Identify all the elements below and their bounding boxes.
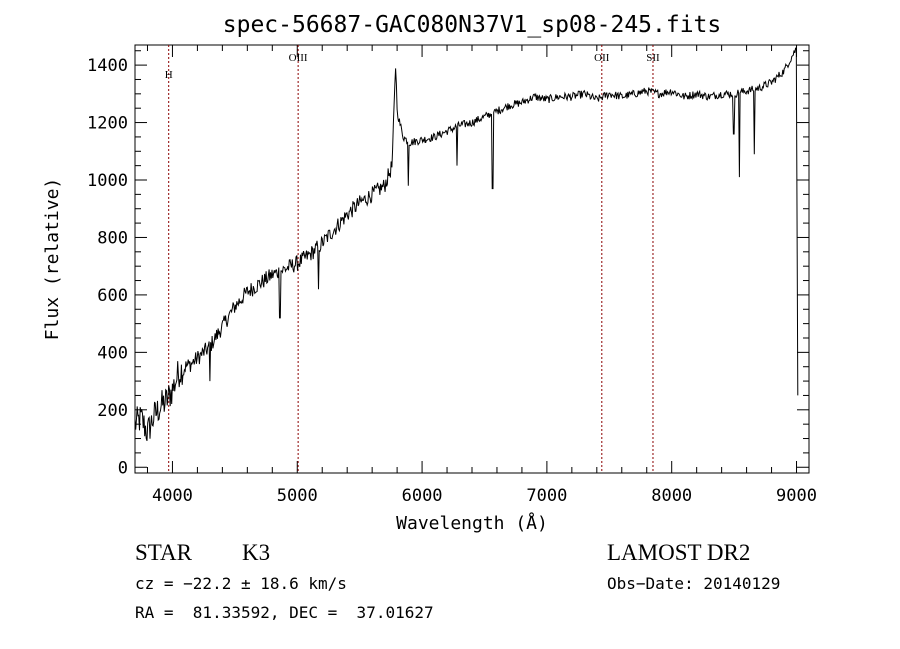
line-marker-label: OII: [594, 52, 610, 64]
spectrum-line: [134, 46, 799, 441]
axes: 4000 5000 6000 7000 8000 9000 0 200 400 600 800 100…: [87, 45, 817, 506]
y-tick-label: 1200: [87, 114, 128, 134]
coordinates: RA = 81.33592, DEC = 37.01627: [135, 603, 434, 622]
x-tick-label: 5000: [277, 486, 318, 506]
spectrum: [134, 46, 799, 441]
y-tick-label: 200: [97, 401, 128, 421]
line-markers: H OIII OII SII: [165, 45, 660, 473]
y-tick-label: 400: [97, 343, 128, 363]
observation-date: Obs−Date: 20140129: [607, 574, 781, 593]
y-tick-label: 1000: [87, 171, 128, 191]
line-marker-label: SII: [646, 52, 660, 64]
object-class: STAR: [135, 540, 192, 565]
y-axis-label: Flux (relative): [42, 178, 63, 341]
y-tick-label: 800: [97, 228, 128, 248]
x-tick-label: 7000: [526, 486, 567, 506]
redshift-velocity: cz = −22.2 ± 18.6 km/s: [135, 574, 347, 593]
line-marker-label: H: [165, 69, 173, 81]
survey-name: LAMOST DR2: [607, 540, 751, 565]
x-tick-label: 9000: [776, 486, 817, 506]
line-marker-label: OIII: [289, 52, 308, 64]
x-tick-label: 6000: [402, 486, 443, 506]
y-tick-label: 1400: [87, 56, 128, 76]
y-tick-label: 600: [97, 286, 128, 306]
y-tick-label: 0: [118, 458, 128, 478]
x-tick-label: 8000: [651, 486, 692, 506]
x-tick-label: 4000: [152, 486, 193, 506]
chart-title: spec-56687-GAC080N37V1_sp08-245.fits: [223, 12, 722, 38]
plot-frame: [134, 44, 810, 474]
x-axis-label: Wavelength (Å): [396, 512, 548, 534]
object-subclass: K3: [242, 540, 271, 565]
